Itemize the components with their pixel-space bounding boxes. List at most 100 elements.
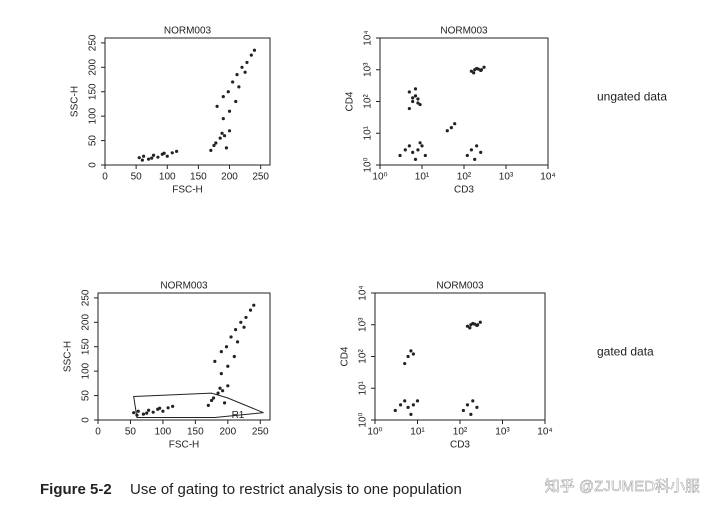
event-dot [248,308,253,312]
event-dot [461,408,465,413]
event-dot [416,97,420,101]
x-tick-label: 50 [131,172,143,183]
event-dot [145,411,149,415]
plot-frame [97,292,271,421]
y-tick-label: 0 [88,162,99,168]
event-dot [244,315,248,320]
caption-text: Use of gating to restrict analysis to on… [130,481,462,498]
event-dot [226,364,230,368]
y-tick-label: 10⁰ [358,412,369,427]
event-dot [252,48,257,52]
side-label: ungated data [597,90,667,104]
y-tick-label: 10¹ [358,380,369,395]
x-tick-label: 150 [190,172,207,183]
x-tick-label: 10⁰ [367,427,382,438]
event-dot [218,136,222,140]
event-dot [413,87,418,91]
y-tick-label: 200 [88,59,99,76]
event-dot [231,80,235,84]
event-dot [226,384,230,388]
event-dot [242,325,246,329]
x-tick-label: 10¹ [410,427,425,438]
x-axis-label: FSC-H [172,185,203,196]
event-dot [219,371,223,376]
gate-label: R1 [232,410,245,421]
y-tick-label: 250 [81,289,92,306]
event-dot [220,131,224,135]
x-tick-label: 10³ [495,427,510,438]
event-dot [407,106,411,111]
event-dot [473,157,477,162]
event-dot [221,95,225,99]
event-dot [482,65,486,69]
event-dot [413,94,418,98]
event-dot [411,352,415,356]
event-dot [165,154,169,158]
event-dot [416,101,420,105]
event-dot [209,398,214,403]
event-dot [219,350,223,354]
event-dot [224,345,229,349]
event-dot [135,413,139,417]
chart-title: NORM003 [440,26,488,37]
event-dot [476,67,480,71]
event-dot [478,320,482,324]
event-dot [170,151,174,155]
event-dot [237,85,241,89]
event-dot [235,73,239,77]
event-dot [409,412,413,417]
x-tick-label: 100 [155,427,172,438]
event-dot [156,155,160,159]
plot-frame [104,37,271,166]
y-tick-label: 10³ [363,62,374,77]
event-dot [469,148,473,152]
event-dot [252,303,256,307]
y-tick-label: 50 [81,390,92,402]
event-dot [214,141,218,145]
y-tick-label: 50 [88,135,99,147]
event-dot [406,354,410,359]
event-dot [409,349,413,353]
chart-title: NORM003 [436,281,484,292]
caption-label: Figure 5-2 [40,481,112,498]
event-dot [479,68,484,72]
event-dot [465,324,470,328]
side-label: gated data [597,345,654,359]
y-tick-label: 10¹ [363,125,374,140]
event-dot [162,151,166,155]
event-dot [445,129,449,133]
y-tick-label: 150 [81,338,92,355]
event-dot [411,403,415,407]
event-dot [147,408,151,412]
x-tick-label: 50 [125,427,137,438]
y-tick-label: 100 [81,362,92,379]
event-dot [420,144,424,148]
event-dot [469,412,473,417]
event-dot [239,320,243,324]
x-tick-label: 10⁰ [372,172,387,183]
event-dot [136,409,140,413]
event-dot [406,405,410,409]
event-dot [171,404,175,408]
x-tick-label: 150 [187,427,204,438]
event-dot [245,60,249,65]
event-dot [453,122,457,126]
event-dot [218,386,222,390]
event-dot [407,144,411,148]
event-dot [472,71,476,75]
x-tick-label: 10¹ [415,172,430,183]
event-dot [161,409,165,413]
event-dot [403,148,407,152]
event-dot [465,403,470,407]
event-dot [137,156,141,160]
x-tick-label: 0 [95,427,101,438]
x-tick-label: 250 [252,172,269,183]
event-dot [213,359,217,363]
event-dot [475,405,479,409]
event-dot [407,90,411,94]
x-tick-label: 200 [219,427,236,438]
event-dot [227,129,232,133]
event-dot [234,99,238,104]
event-dot [229,335,233,339]
